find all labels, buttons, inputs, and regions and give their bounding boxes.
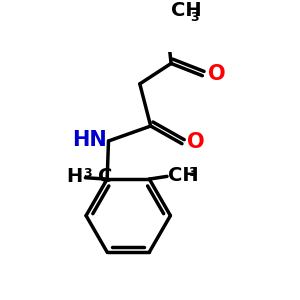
Text: 3: 3 (83, 167, 92, 181)
Text: C: C (98, 167, 112, 186)
Text: CH: CH (168, 166, 199, 184)
Text: O: O (208, 64, 225, 84)
Text: CH: CH (171, 1, 202, 20)
Text: HN: HN (72, 130, 107, 150)
Text: 3: 3 (190, 11, 199, 24)
Text: 3: 3 (188, 166, 196, 179)
Text: H: H (66, 167, 83, 186)
Text: O: O (188, 132, 205, 152)
